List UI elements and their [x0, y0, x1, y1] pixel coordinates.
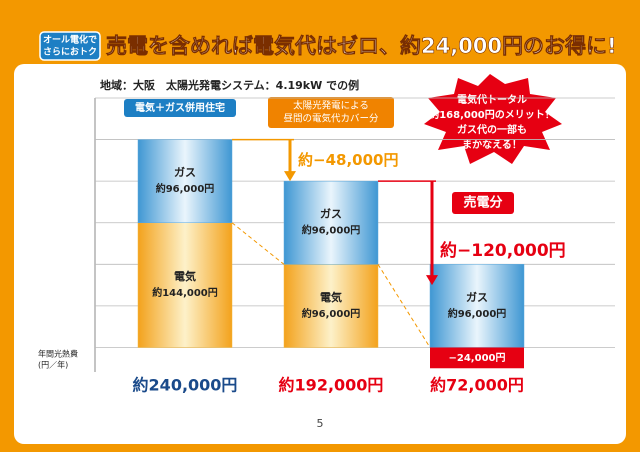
x-tick-label: 約192,000円: [279, 376, 384, 395]
badge-text: さらにおトク: [43, 47, 97, 58]
page-number: 5: [317, 417, 324, 430]
x-tick-label: 約72,000円: [430, 376, 524, 395]
cover-label-box: [268, 97, 394, 128]
callout-text: まかなえる！: [462, 139, 522, 151]
callout-text: ガス代の一部も: [457, 123, 527, 136]
value-label: 約96,000円: [448, 307, 507, 320]
y-axis-label: 年間光熱費: [38, 349, 78, 359]
sale-name: 売電分: [463, 195, 502, 211]
segment-name: ガス: [466, 290, 488, 304]
house-label: 電気＋ガス併用住宅: [135, 101, 225, 114]
sale-name-box: [452, 192, 514, 214]
segment-name: 電気: [174, 269, 196, 283]
connector: [377, 264, 431, 348]
value-label: 約96,000円: [302, 224, 361, 237]
cover-label: 昼間の電気代カバー分: [283, 113, 379, 125]
bar-segment: [283, 180, 379, 265]
sale-segment: [430, 347, 524, 369]
callout-text: 電気代トータル: [457, 93, 527, 106]
value-label: −24,000円: [449, 352, 506, 364]
arrow-head: [426, 275, 438, 286]
house-label-box: [124, 99, 236, 117]
badge-text: オール電化で: [43, 34, 97, 46]
arrow-head: [284, 171, 296, 182]
callout-text: 約168,000円のメリット！: [429, 108, 555, 121]
cover-label: 太陽光発電による: [293, 100, 369, 112]
value-label: 約96,000円: [156, 182, 215, 195]
bar-segment: [283, 264, 379, 348]
badge: [39, 31, 101, 61]
subtitle: 地域：大阪 太陽光発電システム：4.19kW での例: [100, 78, 359, 92]
value-label: 約144,000円: [152, 286, 218, 299]
chart-title: 売電を含めれば電気代はゼロ、約24,000円のお得に!: [106, 34, 617, 58]
difference-label: 約−48,000円: [298, 151, 398, 169]
bar-segment: [137, 222, 233, 348]
segment-name: ガス: [320, 207, 342, 221]
bar-segment: [429, 264, 525, 348]
y-axis-label: (円／年): [38, 360, 68, 370]
x-tick-label: 約240,000円: [133, 376, 238, 395]
bar-segment: [137, 139, 233, 223]
difference-label: 約−120,000円: [440, 240, 566, 261]
segment-name: 電気: [320, 290, 342, 304]
value-label: 約96,000円: [302, 307, 361, 320]
callout-burst: [424, 74, 562, 164]
segment-name: ガス: [174, 165, 196, 179]
